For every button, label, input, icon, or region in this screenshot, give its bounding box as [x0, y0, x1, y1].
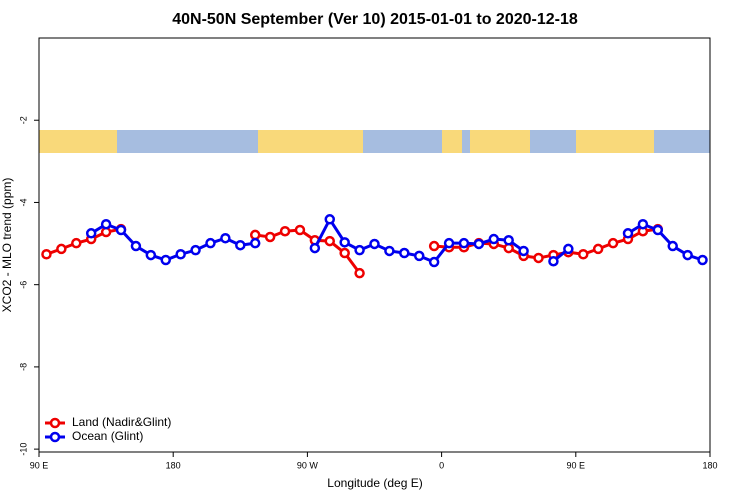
point	[130, 240, 142, 252]
x-tick-label: 0	[439, 460, 444, 470]
point	[578, 249, 589, 260]
point	[354, 244, 365, 256]
y-tick-label: -8	[18, 363, 28, 371]
x-tick-label: 180	[166, 460, 181, 470]
point	[652, 224, 664, 236]
legend-marker	[49, 417, 61, 429]
map-land	[470, 130, 530, 153]
point	[160, 254, 171, 266]
point	[339, 237, 350, 248]
point	[205, 237, 216, 249]
map-land	[258, 130, 363, 153]
point	[667, 240, 678, 252]
point	[249, 237, 261, 249]
point	[115, 224, 127, 236]
point	[71, 237, 82, 249]
point	[622, 228, 634, 239]
point	[503, 235, 514, 246]
map-ocean	[39, 130, 710, 153]
point	[56, 243, 67, 255]
point	[294, 224, 306, 236]
point	[324, 235, 336, 247]
point	[220, 232, 231, 244]
point	[518, 245, 529, 257]
x-tick-label: 90 E	[567, 460, 586, 470]
point	[190, 244, 201, 256]
point	[249, 229, 261, 241]
point	[235, 239, 246, 251]
x-tick-label: 90 W	[297, 460, 319, 470]
point	[354, 267, 365, 279]
point	[563, 243, 574, 255]
y-axis-label: XCO2 - MLO trend (ppm)	[0, 178, 14, 313]
x-tick-label: 90 E	[30, 460, 49, 470]
point	[369, 238, 380, 250]
point	[384, 245, 395, 257]
point	[175, 249, 186, 260]
point	[264, 231, 276, 243]
y-tick-label: -6	[18, 281, 28, 289]
point	[607, 237, 619, 249]
map-land	[442, 130, 462, 153]
point	[324, 214, 336, 225]
point	[473, 238, 485, 250]
x-tick-label: 180	[702, 460, 717, 470]
point	[85, 228, 97, 239]
y-tick-label: -10	[18, 443, 28, 456]
point	[697, 254, 708, 266]
point	[399, 247, 410, 259]
point	[637, 218, 649, 230]
point	[413, 250, 425, 262]
y-tick-label: -4	[18, 198, 28, 206]
point	[428, 256, 440, 268]
legend-label: Land (Nadir&Glint)	[72, 415, 171, 429]
point	[443, 237, 455, 249]
plot-frame	[38, 37, 711, 453]
point	[279, 225, 291, 237]
point	[488, 233, 500, 245]
point	[339, 247, 350, 259]
legend-marker	[49, 431, 61, 443]
y-tick-label: -2	[18, 116, 28, 124]
x-axis-label: Longitude (deg E)	[327, 476, 422, 490]
map-land	[576, 130, 654, 153]
point	[548, 255, 559, 267]
point	[458, 237, 470, 249]
point	[682, 249, 693, 261]
point	[100, 218, 112, 230]
point	[428, 240, 440, 252]
chart-title: 40N-50N September (Ver 10) 2015-01-01 to…	[172, 11, 578, 28]
point	[145, 249, 157, 261]
map-land	[39, 130, 117, 153]
legend-label: Ocean (Glint)	[72, 429, 143, 443]
point	[309, 242, 321, 254]
point	[592, 243, 604, 255]
point	[41, 249, 52, 260]
point	[533, 252, 544, 264]
